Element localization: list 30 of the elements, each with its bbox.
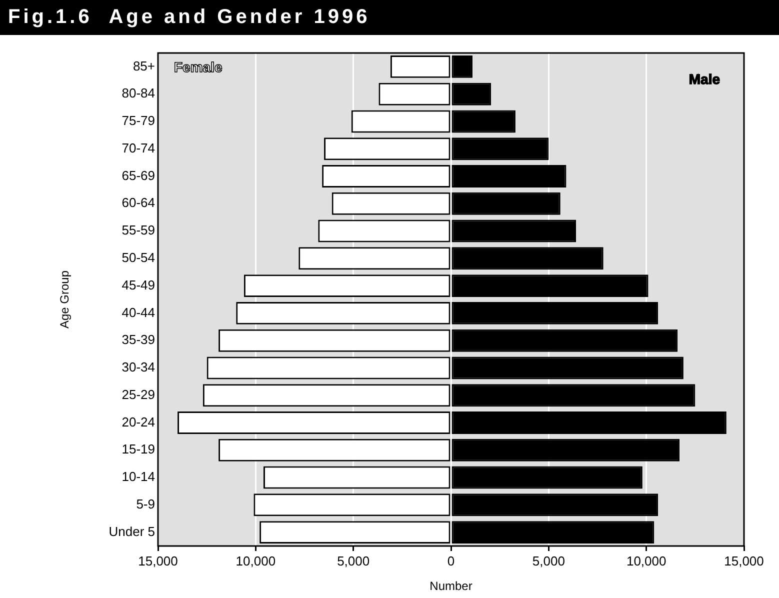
- text: Male: [688, 70, 720, 87]
- x-tick-label: 0: [447, 553, 455, 568]
- x-tick-label: 5,000: [532, 553, 565, 568]
- y-tick-label: 80-84: [122, 86, 155, 101]
- y-tick-label: 55-59: [122, 222, 155, 238]
- y-tick-label: 30-34: [122, 360, 155, 375]
- chart-title: Fig.1.6 Age and Gender 1996: [0, 0, 779, 35]
- y-tick-label: 15-19: [122, 442, 155, 457]
- y-tick-label: 75-79: [122, 113, 155, 128]
- y-tick-label: 40-44: [122, 304, 155, 320]
- y-tick-label: 25-29: [122, 386, 155, 402]
- y-tick-label: 5-9: [136, 496, 155, 512]
- y-tick-label: 20-24: [122, 414, 155, 430]
- y-tick-label: Under 5: [108, 524, 155, 539]
- y-tick-label: 60-64: [122, 195, 155, 210]
- y-tick-label: 70-74: [122, 140, 155, 156]
- y-tick-label: 10-14: [122, 469, 155, 484]
- text: Female: [174, 58, 222, 75]
- x-tick-label: 10,000: [236, 553, 276, 568]
- x-axis-title: Number: [430, 579, 472, 594]
- y-tick-label: 85+: [132, 58, 155, 74]
- y-tick-label: 35-39: [122, 332, 155, 348]
- x-tick-label: 5,000: [337, 553, 370, 568]
- y-axis-title: Age Group: [58, 270, 72, 329]
- x-tick-label: 10,000: [626, 553, 666, 568]
- x-tick-label: 15,000: [138, 553, 178, 568]
- y-tick-label: 65-69: [122, 168, 155, 183]
- y-tick-label: 45-49: [122, 277, 155, 292]
- y-tick-label: 50-54: [122, 250, 155, 265]
- x-tick-label: 15,000: [724, 553, 764, 568]
